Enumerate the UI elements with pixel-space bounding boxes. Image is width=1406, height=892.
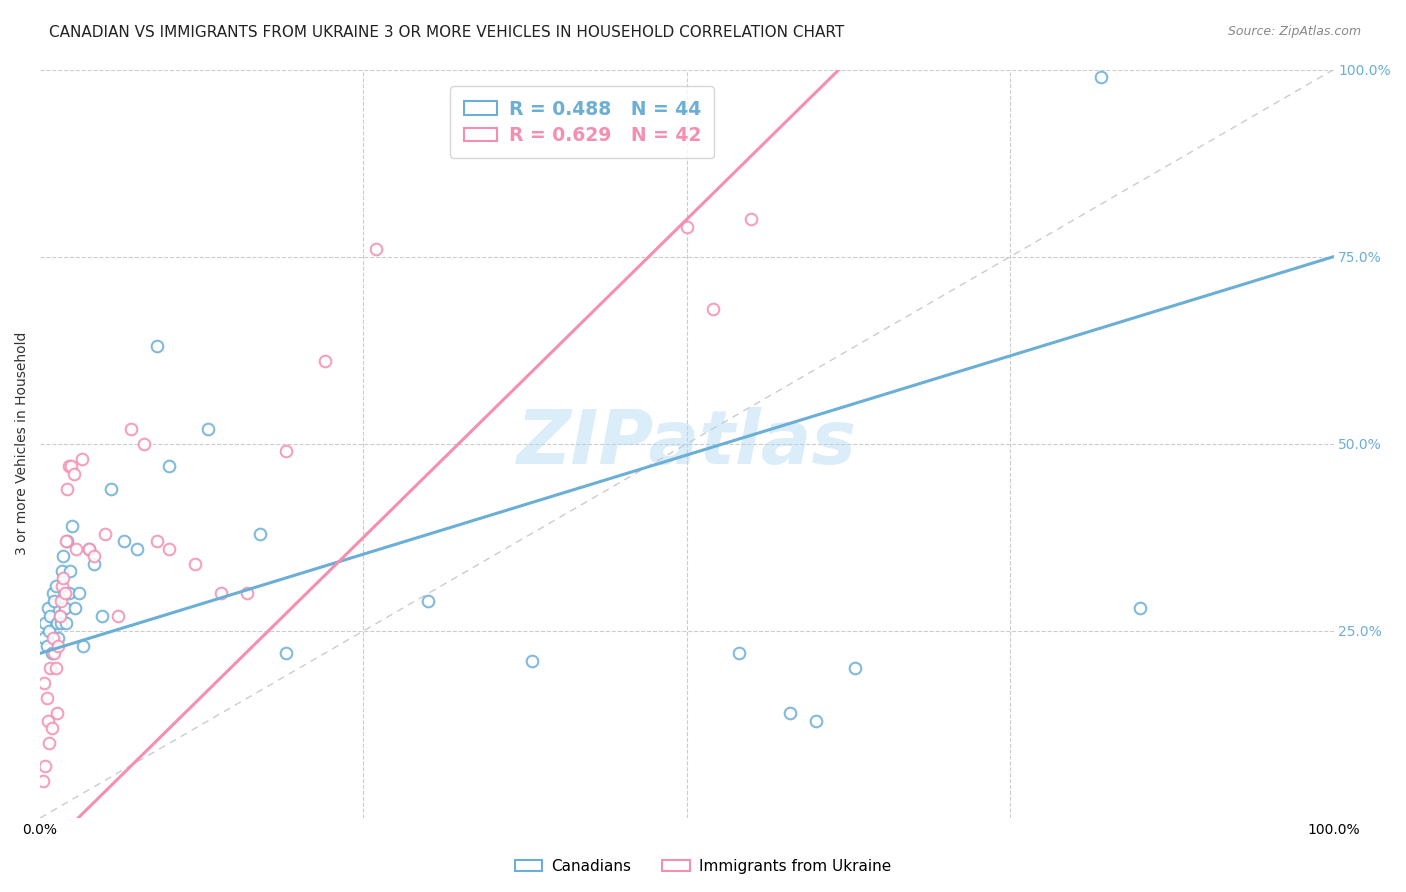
Point xyxy=(41,721,63,735)
Point xyxy=(249,526,271,541)
Point xyxy=(197,422,219,436)
Point xyxy=(274,444,297,458)
Point xyxy=(48,608,70,623)
Point xyxy=(39,608,62,623)
Point xyxy=(675,219,697,234)
Point xyxy=(59,564,82,578)
Point xyxy=(35,691,58,706)
Legend: R = 0.488   N = 44, R = 0.629   N = 42: R = 0.488 N = 44, R = 0.629 N = 42 xyxy=(450,87,714,158)
Point xyxy=(42,632,65,646)
Point xyxy=(65,541,87,556)
Point xyxy=(77,541,100,556)
Point xyxy=(39,661,62,675)
Point xyxy=(58,586,80,600)
Point xyxy=(49,616,72,631)
Point xyxy=(46,639,69,653)
Point xyxy=(56,482,79,496)
Point xyxy=(41,646,63,660)
Text: CANADIAN VS IMMIGRANTS FROM UKRAINE 3 OR MORE VEHICLES IN HOUSEHOLD CORRELATION : CANADIAN VS IMMIGRANTS FROM UKRAINE 3 OR… xyxy=(49,25,845,40)
Point xyxy=(274,646,297,660)
Point xyxy=(34,616,56,631)
Point xyxy=(83,557,105,571)
Point xyxy=(45,616,67,631)
Point xyxy=(32,632,55,646)
Point xyxy=(132,437,155,451)
Point xyxy=(38,736,60,750)
Point xyxy=(60,459,83,474)
Point xyxy=(67,586,90,600)
Point xyxy=(72,639,94,653)
Point xyxy=(45,706,67,721)
Point xyxy=(58,459,80,474)
Point xyxy=(209,586,232,600)
Point xyxy=(45,661,67,675)
Point xyxy=(520,654,543,668)
Point xyxy=(236,586,259,600)
Point xyxy=(37,714,59,728)
Legend: Canadians, Immigrants from Ukraine: Canadians, Immigrants from Ukraine xyxy=(509,853,897,880)
Point xyxy=(120,422,142,436)
Point xyxy=(107,608,129,623)
Point xyxy=(45,579,67,593)
Point xyxy=(63,601,86,615)
Point xyxy=(1090,70,1112,84)
Point xyxy=(49,594,72,608)
Point xyxy=(42,586,65,600)
Point xyxy=(35,639,58,653)
Point xyxy=(51,579,73,593)
Point xyxy=(727,646,749,660)
Point xyxy=(184,557,207,571)
Point xyxy=(159,459,181,474)
Point xyxy=(100,482,122,496)
Point xyxy=(38,624,60,638)
Point xyxy=(145,534,167,549)
Point xyxy=(46,632,69,646)
Point xyxy=(62,519,84,533)
Point xyxy=(366,242,388,256)
Point xyxy=(91,608,114,623)
Point xyxy=(44,646,66,660)
Text: Source: ZipAtlas.com: Source: ZipAtlas.com xyxy=(1227,25,1361,38)
Text: ZIPatlas: ZIPatlas xyxy=(517,408,856,480)
Point xyxy=(53,586,76,600)
Point xyxy=(159,541,181,556)
Point xyxy=(740,212,762,227)
Point xyxy=(55,534,77,549)
Point xyxy=(48,608,70,623)
Point xyxy=(53,601,76,615)
Point xyxy=(127,541,149,556)
Point xyxy=(418,594,440,608)
Point xyxy=(83,549,105,563)
Point xyxy=(34,758,56,772)
Point xyxy=(55,616,77,631)
Point xyxy=(314,354,336,368)
Point xyxy=(112,534,135,549)
Point xyxy=(62,467,84,481)
Point xyxy=(70,451,93,466)
Point xyxy=(32,676,55,690)
Point xyxy=(702,301,724,316)
Point xyxy=(31,773,53,788)
Point xyxy=(804,714,827,728)
Point xyxy=(779,706,801,721)
Point xyxy=(56,534,79,549)
Point xyxy=(94,526,117,541)
Point xyxy=(52,572,75,586)
Point xyxy=(37,601,59,615)
Y-axis label: 3 or more Vehicles in Household: 3 or more Vehicles in Household xyxy=(15,332,30,556)
Point xyxy=(145,339,167,353)
Point xyxy=(844,661,866,675)
Point xyxy=(77,541,100,556)
Point xyxy=(1128,601,1150,615)
Point xyxy=(51,564,73,578)
Point xyxy=(44,594,66,608)
Point xyxy=(52,549,75,563)
